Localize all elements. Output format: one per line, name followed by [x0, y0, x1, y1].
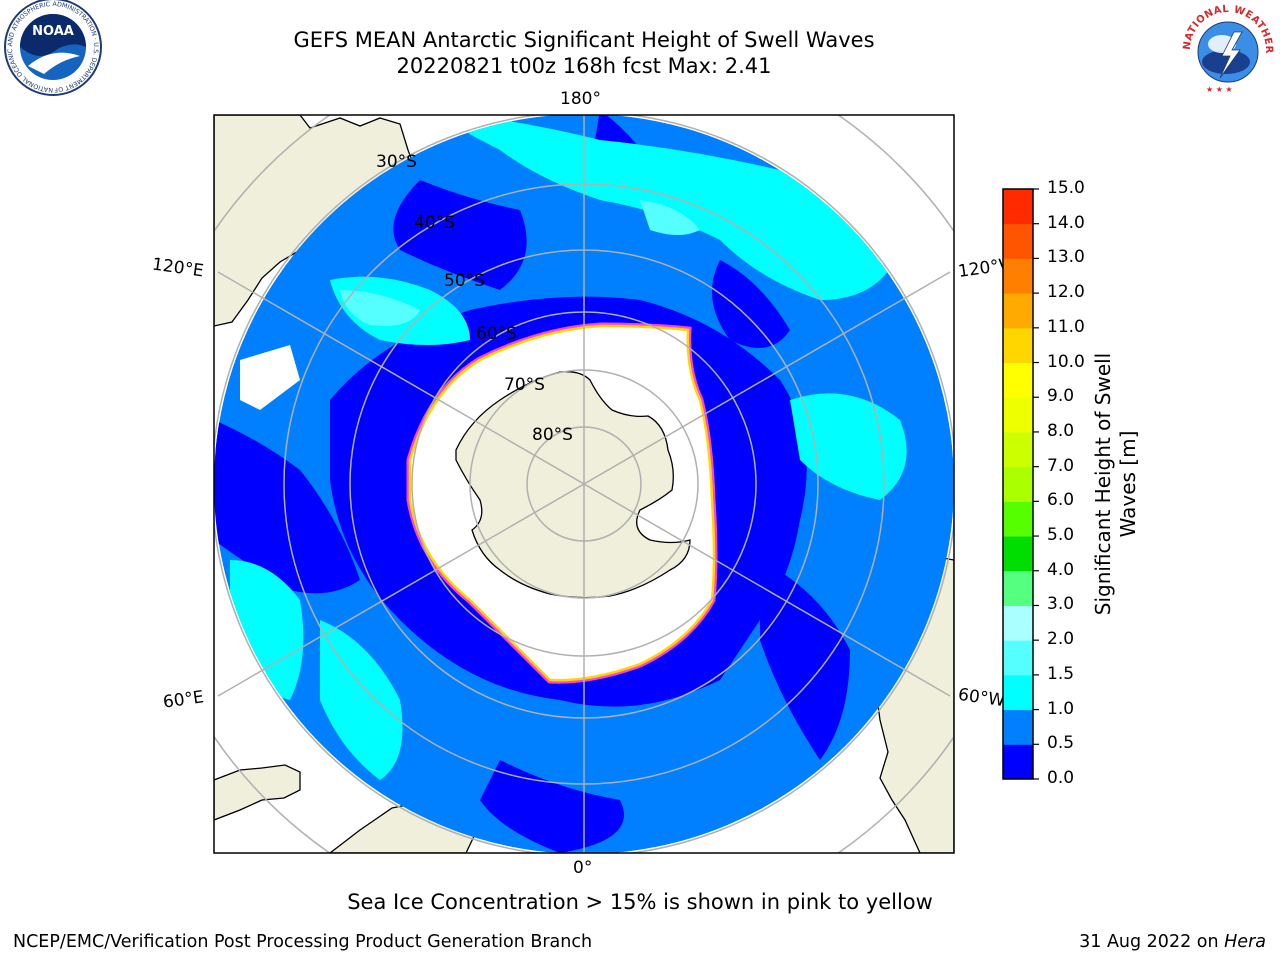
- colorbar: [1002, 188, 1039, 780]
- colorbar-cell: [1003, 327, 1033, 364]
- colorbar-tick-label: 11.0: [1047, 316, 1085, 337]
- colorbar-tick-label: 4.0: [1047, 559, 1075, 580]
- colorbar-tick-label: 7.0: [1047, 455, 1075, 476]
- noaa-logo-text: NOAA: [32, 24, 74, 39]
- lat-label-30s: 30°S: [376, 152, 417, 172]
- colorbar-cell: [1003, 189, 1033, 225]
- lat-label-80s: 80°S: [532, 425, 573, 445]
- colorbar-tick-label: 9.0: [1047, 386, 1075, 407]
- colorbar-cell: [1003, 605, 1033, 641]
- lon-label-0: 0°: [573, 858, 593, 878]
- colorbar-tick-label: 0.5: [1047, 733, 1075, 754]
- colorbar-cell: [1003, 466, 1033, 502]
- colorbar-tick-label: 8.0: [1047, 420, 1075, 441]
- colorbar-frame: [1002, 188, 1034, 780]
- colorbar-cell: [1003, 709, 1033, 745]
- lat-label-60s: 60°S: [476, 324, 517, 344]
- colorbar-tick-label: 0.0: [1047, 768, 1075, 788]
- credit-text: NCEP/EMC/Verification Post Processing Pr…: [13, 932, 593, 952]
- colorbar-cell: [1003, 744, 1033, 780]
- colorbar-cell: [1003, 640, 1033, 676]
- colorbar-cell: [1003, 362, 1033, 398]
- chart-subtitle: 20220821 t00z 168h fcst Max: 2.41: [396, 54, 772, 78]
- colorbar-tick-label: 15.0: [1047, 178, 1085, 198]
- colorbar-cell: [1003, 258, 1033, 294]
- colorbar-label-line2: Waves [m]: [1116, 430, 1140, 538]
- colorbar-cell: [1003, 570, 1033, 606]
- colorbar-tick-label: 13.0: [1047, 247, 1085, 268]
- colorbar-cell: [1003, 223, 1033, 259]
- colorbar-cell: [1003, 293, 1033, 329]
- lat-label-40s: 40°S: [414, 213, 455, 233]
- host-name: Hera: [1224, 932, 1266, 952]
- chart-title: GEFS MEAN Antarctic Significant Height o…: [293, 28, 875, 52]
- colorbar-tick-label: 6.0: [1047, 490, 1075, 511]
- svg-text:★ ★ ★: ★ ★ ★: [1206, 85, 1233, 94]
- colorbar-tick-label: 10.0: [1047, 351, 1085, 372]
- graticule: [214, 115, 954, 853]
- lat-label-70s: 70°S: [504, 375, 545, 395]
- lon-label-180: 180°: [560, 89, 601, 109]
- nws-logo: NATIONAL WEATHER SERVICE ★ ★ ★: [1176, 0, 1274, 96]
- colorbar-tick-label: 3.0: [1047, 594, 1075, 615]
- colorbar-tick-label: 1.0: [1047, 698, 1075, 719]
- colorbar-cell: [1003, 397, 1033, 433]
- colorbar-tick-label: 1.5: [1047, 663, 1075, 684]
- lat-label-50s: 50°S: [444, 271, 485, 291]
- colorbar-cell: [1003, 431, 1033, 468]
- colorbar-label-line1: Significant Height of Swell: [1091, 352, 1115, 616]
- sea-ice-note: Sea Ice Concentration > 15% is shown in …: [347, 890, 933, 914]
- date-stamp: 31 Aug 2022 on Hera: [1079, 932, 1266, 952]
- colorbar-tick-label: 12.0: [1047, 282, 1085, 303]
- colorbar-cell: [1003, 536, 1033, 572]
- colorbar-tick-label: 2.0: [1047, 629, 1075, 650]
- noaa-logo: NATIONAL OCEANIC AND ATMOSPHERIC ADMINIS…: [0, 0, 102, 96]
- colorbar-tick-label: 5.0: [1047, 525, 1075, 546]
- colorbar-cell: [1003, 501, 1033, 537]
- colorbar-tick-label: 14.0: [1047, 212, 1085, 233]
- colorbar-cell: [1003, 674, 1033, 711]
- date-text: 31 Aug 2022 on: [1079, 932, 1225, 952]
